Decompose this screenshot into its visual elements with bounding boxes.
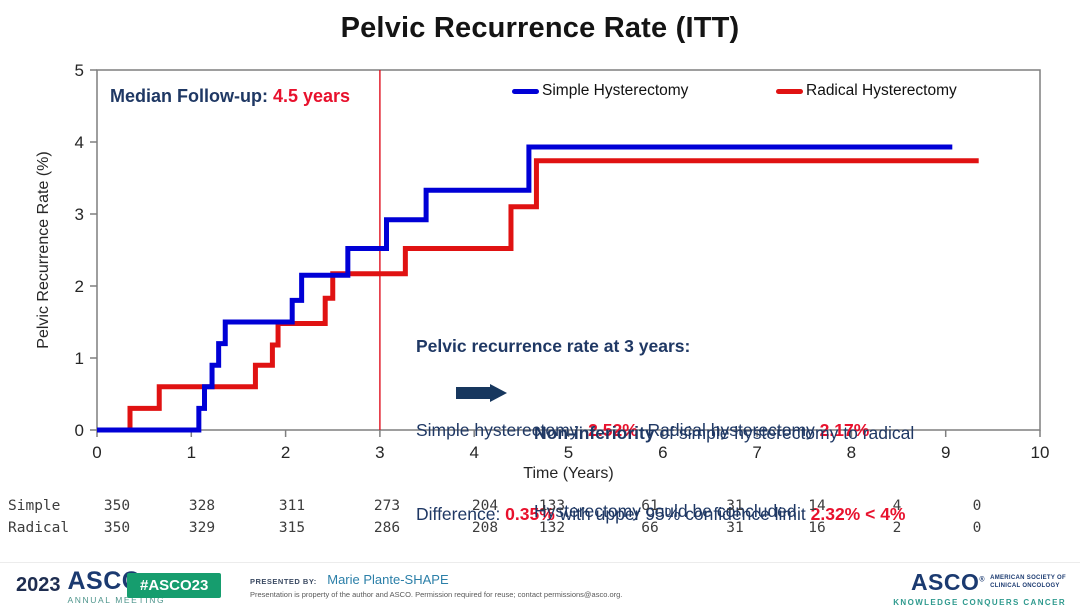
median-followup-note: Median Follow-up: 4.5 years bbox=[110, 86, 351, 106]
risk-value: 350 bbox=[103, 520, 131, 536]
svg-text:5: 5 bbox=[75, 61, 84, 80]
hashtag-badge: #ASCO23 bbox=[127, 573, 222, 598]
risk-value: 132 bbox=[538, 520, 566, 536]
risk-value: 2 bbox=[892, 520, 902, 536]
legend-label-simple: Simple Hysterectomy bbox=[542, 82, 689, 99]
risk-value: 14 bbox=[808, 498, 826, 514]
risk-value: 61 bbox=[641, 498, 659, 514]
svg-text:1: 1 bbox=[75, 349, 84, 368]
page-title: Pelvic Recurrence Rate (ITT) bbox=[340, 12, 740, 44]
svg-text:3: 3 bbox=[375, 443, 384, 462]
footer: 2023 ASCO® ANNUAL MEETING #ASCO23 PRESEN… bbox=[0, 562, 1080, 608]
svg-text:2: 2 bbox=[75, 277, 84, 296]
risk-value: 273 bbox=[373, 498, 401, 514]
svg-text:9: 9 bbox=[941, 443, 950, 462]
risk-value: 350 bbox=[103, 498, 131, 514]
risk-value: 208 bbox=[471, 520, 499, 536]
disclaimer-text: Presentation is property of the author a… bbox=[250, 590, 623, 599]
risk-value: 328 bbox=[188, 498, 216, 514]
conclusion-line-1: Non-inferiority of simple hysterectomy t… bbox=[534, 423, 915, 443]
risk-value: 311 bbox=[278, 498, 306, 514]
risk-value: 315 bbox=[278, 520, 306, 536]
risk-value: 66 bbox=[641, 520, 659, 536]
logo-right-society-text: AMERICAN SOCIETY OF CLINICAL ONCOLOGY bbox=[990, 574, 1066, 589]
presented-by-label: PRESENTED BY: bbox=[250, 577, 317, 586]
risk-value: 329 bbox=[188, 520, 216, 536]
legend-item-radical: Radical Hysterectomy bbox=[776, 82, 957, 100]
risk-value: 4 bbox=[892, 498, 902, 514]
annotation-line-1: Pelvic recurrence rate at 3 years: bbox=[416, 336, 691, 356]
legend-line-simple-icon bbox=[512, 88, 539, 94]
risk-value: 16 bbox=[808, 520, 826, 536]
risk-value: 133 bbox=[538, 498, 566, 514]
risk-value: 31 bbox=[726, 498, 744, 514]
presented-by: PRESENTED BY: Marie Plante-SHAPE bbox=[250, 571, 449, 589]
risk-row-label: Radical bbox=[8, 520, 70, 536]
legend-line-radical-icon bbox=[776, 88, 803, 94]
logo-right-asco-text: ASCO® bbox=[910, 569, 986, 595]
conclusion-note: Non-inferiority of simple hysterectomy t… bbox=[534, 368, 914, 576]
x-axis-title: Time (Years) bbox=[523, 465, 614, 482]
legend-item-simple: Simple Hysterectomy bbox=[512, 82, 688, 100]
svg-text:0: 0 bbox=[75, 421, 84, 440]
svg-text:3: 3 bbox=[75, 205, 84, 224]
logo-year: 2023 bbox=[16, 574, 61, 596]
logo-annual-meeting-text: ANNUAL MEETING bbox=[67, 595, 166, 606]
risk-value: 31 bbox=[726, 520, 744, 536]
right-arrow-icon bbox=[456, 384, 507, 402]
legend-label-radical: Radical Hysterectomy bbox=[806, 82, 957, 99]
svg-text:4: 4 bbox=[75, 133, 84, 152]
recurrence-annotation: Pelvic recurrence rate at 3 years: Simpl… bbox=[416, 276, 905, 584]
risk-value: 286 bbox=[373, 520, 401, 536]
svg-text:0: 0 bbox=[92, 443, 101, 462]
asco-society-logo: ASCO® AMERICAN SOCIETY OF CLINICAL ONCOL… bbox=[893, 569, 1066, 607]
svg-text:10: 10 bbox=[1031, 443, 1050, 462]
svg-text:2: 2 bbox=[281, 443, 290, 462]
presenter-name: Marie Plante-SHAPE bbox=[327, 572, 449, 587]
risk-row-label: Simple bbox=[8, 498, 61, 514]
svg-text:1: 1 bbox=[187, 443, 196, 462]
logo-tagline: KNOWLEDGE CONQUERS CANCER bbox=[893, 598, 1066, 607]
annotation-line-2: Simple hysterectomy: 2.52% Radical hyste… bbox=[416, 420, 870, 440]
risk-value: 0 bbox=[972, 520, 982, 536]
risk-value: 0 bbox=[972, 498, 982, 514]
risk-value: 204 bbox=[471, 498, 499, 514]
annotation-line-3: Difference: 0.35% with upper 95% confide… bbox=[416, 504, 906, 524]
conclusion-line-2: Hysterectomy could be concluded bbox=[534, 501, 797, 521]
